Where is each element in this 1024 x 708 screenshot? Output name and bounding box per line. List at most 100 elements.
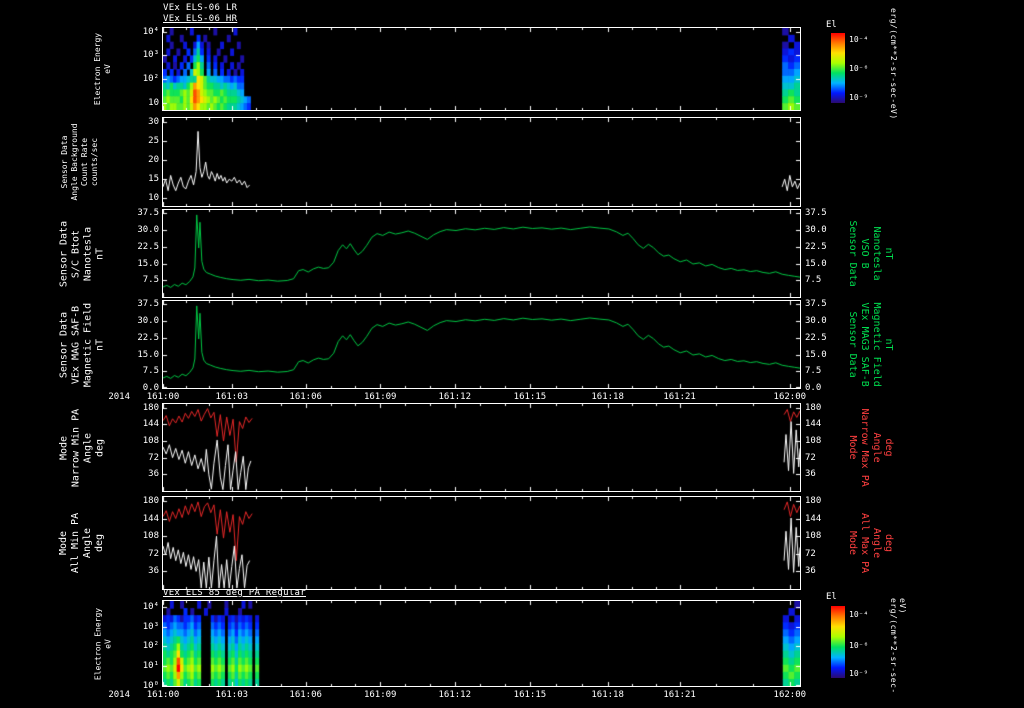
axis-label-line: Angle Background [70, 123, 79, 201]
axis-label-line: eV [103, 64, 112, 74]
ytick-label-right-vex-mag: 0.0 [805, 383, 822, 393]
ytick-label-left-els-85deg-pa: 10⁰ [142, 680, 159, 691]
axis-label-line: Angle [82, 527, 93, 559]
ytick-label-left-vex-mag: 30.0 [137, 316, 159, 327]
plot-area-els06 [162, 27, 801, 111]
axis-label-line: VEx MAG SAF-B [70, 305, 81, 384]
colorbar2-title: El [826, 592, 837, 602]
ytick-label-right-sc-btot: 7.5 [805, 275, 822, 286]
ytick-label-left-els-85deg-pa: 10² [142, 641, 159, 652]
ytick-label-left-sc-btot: 37.5 [137, 208, 159, 219]
plot-area-vex-mag [162, 300, 801, 389]
ytick-label-right-pa-all: 144 [805, 513, 822, 524]
ytick-label-left-pa-all: 180 [142, 495, 159, 506]
ytick-label-left-vex-mag: 22.5 [137, 332, 159, 343]
ytick-label-left-els-85deg-pa: 10⁴ [142, 601, 159, 612]
ytick-label-right-vex-mag: 22.5 [805, 332, 827, 343]
left-axis-label-els06: Electron Energy eV [93, 28, 113, 110]
axis-label-line: Mode [847, 435, 858, 460]
axis-label-line: Mode [58, 530, 69, 556]
ytick-label-left-bg-count-rate: 30 [148, 116, 159, 127]
axis-label-line: All Min PA [70, 512, 81, 574]
plot-area-pa-all [162, 496, 801, 590]
ytick-label-left-vex-mag: 7.5 [142, 366, 159, 377]
axis-label-line: Sensor Data [60, 135, 69, 189]
ytick-label-left-pa-narrow: 72 [148, 452, 159, 463]
axis-label-line: counts/sec [90, 137, 99, 187]
left-axis-label-pa-all: Mode All Min PA Angle deg [58, 497, 106, 589]
axis-label-line: Sensor Data [58, 311, 69, 378]
ytick-label-right-pa-narrow: 144 [805, 419, 822, 430]
ytick-label-left-els06: 10² [142, 74, 159, 85]
plot-canvas-pa-all [163, 497, 800, 589]
axis-label-line: nT [883, 338, 894, 351]
ytick-label-right-pa-all: 108 [805, 531, 822, 542]
colorbar1-unit-label: erg/(cm**2-sr-sec-eV) [889, 8, 898, 120]
axis-label-line: Sensor Data [847, 220, 858, 287]
xtick-label: 161:00 [146, 392, 180, 402]
ytick-label-left-sc-btot: 7.5 [142, 275, 159, 286]
colorbar-tick-label: 10⁻⁶ [849, 64, 869, 74]
axis-label-line: All Max PA [859, 512, 870, 574]
right-axis-label-sc-btot: Sensor Data VSO B Nanotesla nT [846, 210, 894, 297]
colorbar-tick-label: 10⁻⁹ [849, 93, 869, 103]
axis-label-line: deg [94, 438, 105, 457]
panel1-title-line1: VEx ELS-06 LR [163, 3, 238, 13]
plot-canvas-sc-btot [163, 210, 800, 297]
xtick-label: 161:09 [363, 392, 397, 402]
colorbar2-unit-label: erg/(cm**2-sr-sec-eV) [889, 598, 907, 694]
xtick-label: 161:18 [591, 690, 624, 700]
panel7-title: VEx ELS 85 deg PA Regular [163, 588, 306, 598]
colorbar-els-85deg-pa [831, 606, 845, 678]
xtick-label: 161:21 [663, 690, 696, 700]
ytick-label-right-pa-narrow: 36 [805, 469, 816, 480]
xtick-label: 161:12 [438, 690, 471, 700]
axis-label-line: deg [883, 533, 894, 553]
xtick-label: 161:06 [289, 392, 322, 402]
plot-area-pa-narrow [162, 403, 801, 492]
ytick-label-left-pa-narrow: 108 [142, 436, 159, 447]
axis-label-line: eV [103, 638, 112, 649]
plot-canvas-els-85deg-pa [163, 601, 800, 686]
left-axis-label-pa-narrow: Mode Narrow Min PA Angle deg [58, 404, 106, 491]
axis-label-line: Count Rate [80, 137, 89, 187]
left-axis-label-els-85deg-pa: Electron Energy eV [93, 601, 113, 686]
ytick-label-right-pa-all: 180 [805, 495, 822, 506]
plot-canvas-els06 [163, 28, 800, 110]
ytick-label-right-pa-narrow: 72 [805, 452, 816, 463]
ytick-label-left-bg-count-rate: 25 [148, 135, 159, 146]
ytick-label-left-pa-all: 108 [142, 531, 159, 542]
ytick-label-left-els06: 10⁴ [142, 26, 159, 37]
axis-label-line: Narrow Max PA [859, 408, 870, 487]
xtick-label: 162:00 [773, 690, 807, 700]
ytick-label-left-pa-narrow: 36 [148, 469, 159, 480]
colorbar-tick-label: 10⁻⁶ [849, 640, 869, 650]
colorbar-tick-label: 10⁻⁹ [849, 669, 869, 679]
plot-canvas-bg-count-rate [163, 118, 800, 206]
xtick-label: 161:12 [438, 392, 471, 402]
colorbar-tick-label: 10⁻⁴ [849, 35, 869, 44]
axis-label-line: nT [94, 247, 105, 260]
ytick-label-left-pa-narrow: 180 [142, 402, 159, 413]
left-axis-label-bg-count-rate: Sensor Data Angle Background Count Rate cou… [60, 118, 100, 206]
ytick-label-right-vex-mag: 7.5 [805, 366, 822, 377]
axis-label-line: Nanotesla [82, 226, 93, 281]
right-axis-label-pa-all: Mode All Max PA Angle deg [846, 497, 894, 589]
ytick-label-right-pa-narrow: 108 [805, 436, 822, 447]
plot-area-bg-count-rate [162, 117, 801, 207]
axis-label-line: S/C Btot [70, 229, 81, 278]
ytick-label-left-bg-count-rate: 15 [148, 174, 159, 185]
xtick-label: 161:15 [513, 690, 547, 700]
axis-label-line: Angle [82, 432, 93, 463]
colorbar-els06 [831, 33, 845, 103]
ytick-label-right-vex-mag: 15.0 [805, 349, 827, 360]
ytick-label-left-pa-all: 144 [142, 513, 159, 524]
ytick-label-right-pa-all: 36 [805, 566, 816, 577]
axis-label-line: Magnetic Field [871, 302, 882, 387]
ytick-label-left-els06: 10 [148, 98, 159, 109]
ytick-label-left-els-85deg-pa: 10¹ [142, 661, 159, 672]
xaxis-year-label-mid: 2014 [108, 392, 130, 402]
ytick-label-left-pa-all: 72 [148, 548, 159, 559]
right-axis-label-vex-mag: Sensor Data VEx MAG3 SAF-B Magnetic Field n… [846, 301, 894, 388]
axis-label-line: deg [883, 438, 894, 457]
